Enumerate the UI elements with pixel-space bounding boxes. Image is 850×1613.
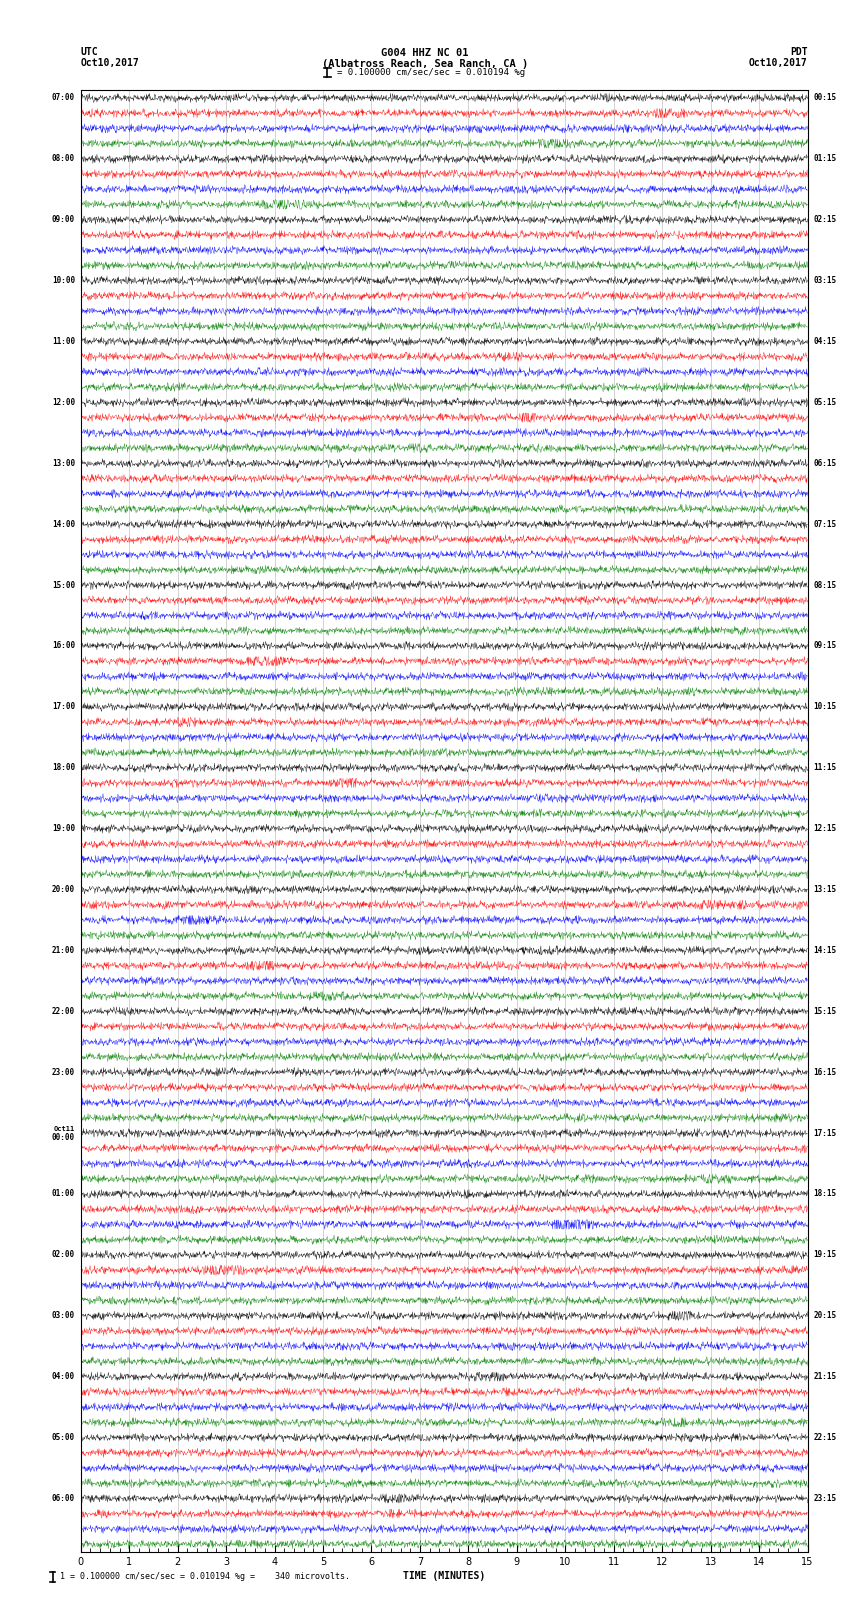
Text: 03:15: 03:15 <box>813 276 836 286</box>
Text: 12:00: 12:00 <box>52 398 75 406</box>
Text: 02:15: 02:15 <box>813 215 836 224</box>
Text: 00:15: 00:15 <box>813 94 836 103</box>
Text: 05:15: 05:15 <box>813 398 836 406</box>
X-axis label: TIME (MINUTES): TIME (MINUTES) <box>403 1571 485 1581</box>
Text: 19:15: 19:15 <box>813 1250 836 1260</box>
Text: 17:15: 17:15 <box>813 1129 836 1137</box>
Text: 03:00: 03:00 <box>52 1311 75 1321</box>
Text: 23:15: 23:15 <box>813 1494 836 1503</box>
Text: 17:00: 17:00 <box>52 702 75 711</box>
Text: 13:00: 13:00 <box>52 458 75 468</box>
Text: 22:00: 22:00 <box>52 1007 75 1016</box>
Text: 08:15: 08:15 <box>813 581 836 590</box>
Text: 00:00: 00:00 <box>52 1132 75 1142</box>
Text: 14:15: 14:15 <box>813 945 836 955</box>
Text: (Albatross Reach, Sea Ranch, CA ): (Albatross Reach, Sea Ranch, CA ) <box>322 58 528 69</box>
Text: 19:00: 19:00 <box>52 824 75 834</box>
Text: 10:15: 10:15 <box>813 702 836 711</box>
Text: 15:15: 15:15 <box>813 1007 836 1016</box>
Text: 21:00: 21:00 <box>52 945 75 955</box>
Text: G004 HHZ NC 01: G004 HHZ NC 01 <box>382 47 468 58</box>
Text: 06:15: 06:15 <box>813 458 836 468</box>
Text: 18:15: 18:15 <box>813 1189 836 1198</box>
Text: 04:15: 04:15 <box>813 337 836 347</box>
Text: 01:15: 01:15 <box>813 155 836 163</box>
Text: 11:00: 11:00 <box>52 337 75 347</box>
Text: 15:00: 15:00 <box>52 581 75 590</box>
Text: 13:15: 13:15 <box>813 886 836 894</box>
Text: 07:00: 07:00 <box>52 94 75 103</box>
Text: 21:15: 21:15 <box>813 1373 836 1381</box>
Text: 18:00: 18:00 <box>52 763 75 773</box>
Text: 04:00: 04:00 <box>52 1373 75 1381</box>
Text: PDT: PDT <box>790 47 808 56</box>
Text: 05:00: 05:00 <box>52 1432 75 1442</box>
Text: Oct11: Oct11 <box>54 1126 75 1132</box>
Text: 06:00: 06:00 <box>52 1494 75 1503</box>
Text: 16:15: 16:15 <box>813 1068 836 1077</box>
Text: 20:15: 20:15 <box>813 1311 836 1321</box>
Text: 07:15: 07:15 <box>813 519 836 529</box>
Text: 10:00: 10:00 <box>52 276 75 286</box>
Text: 16:00: 16:00 <box>52 642 75 650</box>
Text: 23:00: 23:00 <box>52 1068 75 1077</box>
Text: 12:15: 12:15 <box>813 824 836 834</box>
Text: 1 = 0.100000 cm/sec/sec = 0.010194 %g =    340 microvolts.: 1 = 0.100000 cm/sec/sec = 0.010194 %g = … <box>60 1573 349 1581</box>
Text: 02:00: 02:00 <box>52 1250 75 1260</box>
Text: 22:15: 22:15 <box>813 1432 836 1442</box>
Text: 14:00: 14:00 <box>52 519 75 529</box>
Text: 11:15: 11:15 <box>813 763 836 773</box>
Text: Oct10,2017: Oct10,2017 <box>81 58 139 68</box>
Text: Oct10,2017: Oct10,2017 <box>749 58 808 68</box>
Text: 08:00: 08:00 <box>52 155 75 163</box>
Text: 09:00: 09:00 <box>52 215 75 224</box>
Text: UTC: UTC <box>81 47 99 56</box>
Text: 01:00: 01:00 <box>52 1189 75 1198</box>
Text: 20:00: 20:00 <box>52 886 75 894</box>
Text: 09:15: 09:15 <box>813 642 836 650</box>
Text: = 0.100000 cm/sec/sec = 0.010194 %g: = 0.100000 cm/sec/sec = 0.010194 %g <box>337 68 525 77</box>
